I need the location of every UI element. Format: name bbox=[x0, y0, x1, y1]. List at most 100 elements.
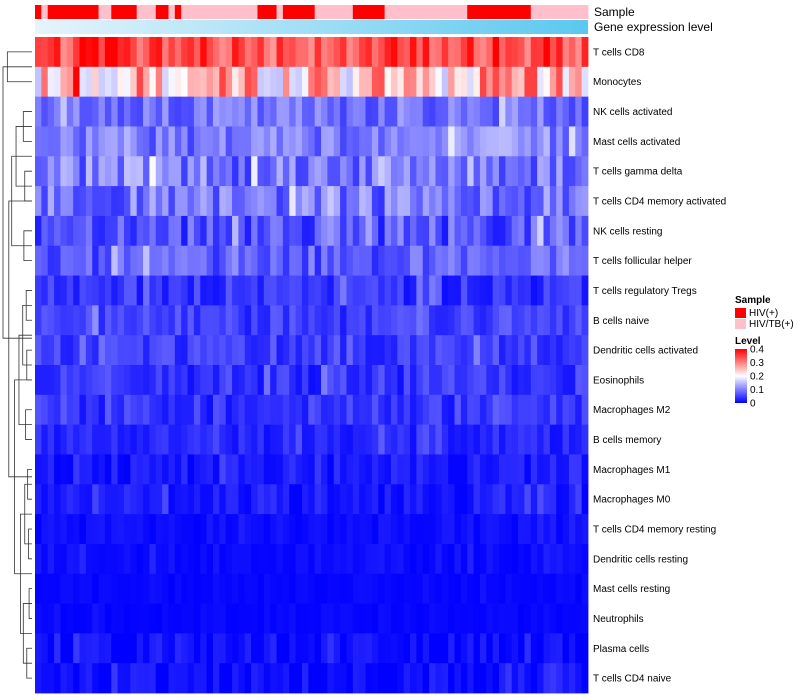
heatmap-cell bbox=[187, 514, 195, 545]
heatmap-cell bbox=[524, 394, 532, 426]
heatmap-cell bbox=[41, 305, 49, 336]
heatmap-cell bbox=[200, 573, 208, 604]
heatmap-cell bbox=[79, 573, 87, 604]
heatmap-cell bbox=[270, 96, 277, 127]
heatmap-cell bbox=[263, 66, 271, 98]
heatmap-cell bbox=[441, 335, 449, 366]
sample-annotation-cell bbox=[136, 5, 144, 19]
heatmap-cell bbox=[359, 633, 366, 664]
sample-annotation-cell bbox=[206, 5, 214, 19]
heatmap-cell bbox=[524, 186, 532, 217]
heatmap-cell bbox=[352, 394, 360, 426]
heatmap-cell bbox=[155, 335, 163, 366]
heatmap-cell bbox=[327, 66, 335, 98]
heatmap-cell bbox=[73, 96, 80, 127]
sample-annotation-cell bbox=[511, 5, 519, 19]
heatmap-cell bbox=[85, 424, 93, 455]
heatmap-cell bbox=[289, 603, 297, 634]
heatmap-cell bbox=[73, 454, 80, 485]
heatmap-cell bbox=[282, 126, 290, 157]
heatmap-cell bbox=[543, 66, 551, 98]
heatmap-cell bbox=[384, 663, 392, 694]
heatmap-cell bbox=[397, 186, 405, 217]
heatmap-cell bbox=[155, 245, 163, 276]
row-label: Neutrophils bbox=[593, 614, 644, 625]
heatmap-cell bbox=[282, 663, 290, 694]
heatmap-cell bbox=[219, 365, 227, 396]
level-legend-title: Level bbox=[735, 336, 761, 347]
heatmap-cell bbox=[543, 633, 551, 664]
heatmap-cell bbox=[314, 603, 322, 634]
heatmap-cell bbox=[492, 215, 500, 247]
heatmap-cell bbox=[562, 66, 570, 98]
heatmap-cell bbox=[537, 305, 544, 336]
heatmap-cell bbox=[378, 96, 385, 127]
heatmap-cell bbox=[473, 424, 481, 455]
heatmap-cell bbox=[270, 633, 277, 664]
heatmap-cell bbox=[511, 454, 519, 485]
heatmap-cell bbox=[467, 186, 474, 217]
heatmap-cell bbox=[581, 424, 589, 455]
sample-annotation-cell bbox=[73, 5, 80, 19]
heatmap-cell bbox=[73, 424, 80, 455]
heatmap-cell bbox=[327, 37, 335, 68]
heatmap-cell bbox=[575, 663, 583, 694]
heatmap-cell bbox=[575, 484, 583, 515]
heatmap-cell bbox=[162, 66, 169, 98]
heatmap-cell bbox=[60, 633, 68, 664]
heatmap-cell bbox=[92, 484, 99, 515]
heatmap-cell bbox=[422, 245, 430, 276]
heatmap-cell bbox=[206, 394, 214, 426]
heatmap-cell bbox=[524, 66, 532, 98]
heatmap-cell bbox=[371, 365, 379, 396]
heatmap-cell bbox=[390, 633, 398, 664]
heatmap-cell bbox=[581, 37, 589, 68]
heatmap-cell bbox=[371, 424, 379, 455]
heatmap-cell bbox=[384, 37, 392, 68]
sample-legend: Sample HIV(+)HIV/TB(+) bbox=[735, 295, 794, 330]
heatmap-cell bbox=[212, 37, 220, 68]
heatmap-cell bbox=[295, 663, 303, 694]
heatmap-cell bbox=[301, 37, 309, 68]
heatmap-cell bbox=[327, 186, 335, 217]
heatmap-cell bbox=[429, 484, 436, 515]
heatmap-cell bbox=[511, 156, 519, 187]
heatmap-cell bbox=[473, 514, 481, 545]
heatmap-cell bbox=[282, 424, 290, 455]
heatmap-cell bbox=[371, 37, 379, 68]
heatmap-cell bbox=[321, 663, 328, 694]
heatmap-cell bbox=[378, 484, 385, 515]
heatmap-cell bbox=[460, 514, 468, 545]
sample-annotation-cell bbox=[301, 5, 309, 19]
heatmap-cell bbox=[98, 156, 106, 187]
heatmap-cell bbox=[568, 66, 576, 98]
heatmap-cell bbox=[187, 245, 195, 276]
heatmap-cell bbox=[467, 633, 474, 664]
heatmap-cell bbox=[251, 365, 258, 396]
heatmap-cell bbox=[556, 365, 563, 396]
heatmap-cell bbox=[371, 633, 379, 664]
heatmap-cell bbox=[473, 394, 481, 426]
heatmap-cell bbox=[168, 275, 176, 306]
sample-annotation-cell bbox=[422, 5, 430, 19]
heatmap-cell bbox=[556, 514, 563, 545]
heatmap-cell bbox=[359, 186, 366, 217]
heatmap-cell bbox=[441, 275, 449, 306]
heatmap-cell bbox=[530, 454, 538, 485]
heatmap-cell bbox=[384, 335, 392, 366]
heatmap-cell bbox=[276, 365, 284, 396]
heatmap-cell bbox=[41, 424, 49, 455]
heatmap-cell bbox=[492, 275, 500, 306]
heatmap-cell bbox=[79, 484, 87, 515]
heatmap-cell bbox=[123, 186, 131, 217]
heatmap-cell bbox=[232, 186, 239, 217]
heatmap-cell bbox=[371, 543, 379, 575]
heatmap-cell bbox=[562, 573, 570, 604]
heatmap-cell bbox=[232, 126, 239, 157]
heatmap-cell bbox=[397, 424, 405, 455]
heatmap-cell bbox=[537, 37, 544, 68]
heatmap-cell bbox=[352, 305, 360, 336]
heatmap-cell bbox=[429, 37, 436, 68]
heatmap-cell bbox=[212, 454, 220, 485]
heatmap-cell bbox=[232, 603, 239, 634]
